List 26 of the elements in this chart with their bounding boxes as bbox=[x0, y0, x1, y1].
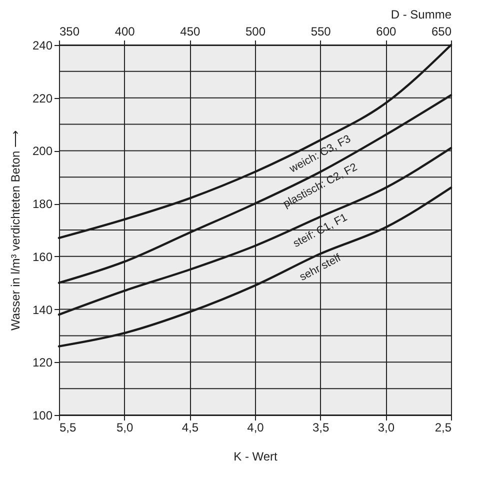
x2-tick-label: 400 bbox=[114, 24, 136, 38]
y-tick-label: 180 bbox=[32, 197, 53, 212]
x-tick-label: 2,5 bbox=[434, 420, 452, 434]
x-axis-title: K - Wert bbox=[234, 450, 278, 464]
x2-tick-label: 600 bbox=[376, 24, 396, 38]
y-tick-label: 220 bbox=[32, 91, 53, 106]
y-tick-label: 200 bbox=[32, 144, 53, 158]
x2-axis-title: D - Summe bbox=[390, 8, 452, 22]
x2-tick-label: 450 bbox=[180, 24, 200, 38]
x2-tick-label: 350 bbox=[60, 24, 80, 38]
y-axis-title: Wasser in l/m³ verdichteten Beton ⟶ bbox=[8, 130, 22, 330]
x-tick-label: 5,0 bbox=[116, 420, 134, 434]
x-tick-label: 4,0 bbox=[247, 420, 264, 434]
y-tick-label: 240 bbox=[32, 38, 53, 52]
x-tick-label: 4,5 bbox=[182, 420, 199, 434]
x-tick-label: 5,5 bbox=[60, 420, 77, 434]
y-tick-label: 100 bbox=[32, 408, 53, 422]
y-tick-label: 160 bbox=[32, 250, 53, 264]
x2-tick-label: 500 bbox=[245, 24, 266, 38]
x2-tick-label: 650 bbox=[431, 24, 452, 38]
annotation: sehr steif bbox=[298, 252, 344, 284]
y-tick-label: 120 bbox=[32, 356, 53, 370]
y-tick-label: 140 bbox=[32, 302, 53, 317]
x2-tick-label: 550 bbox=[310, 24, 332, 38]
x-tick-label: 3,5 bbox=[312, 420, 330, 434]
x-tick-label: 3,0 bbox=[378, 420, 395, 434]
